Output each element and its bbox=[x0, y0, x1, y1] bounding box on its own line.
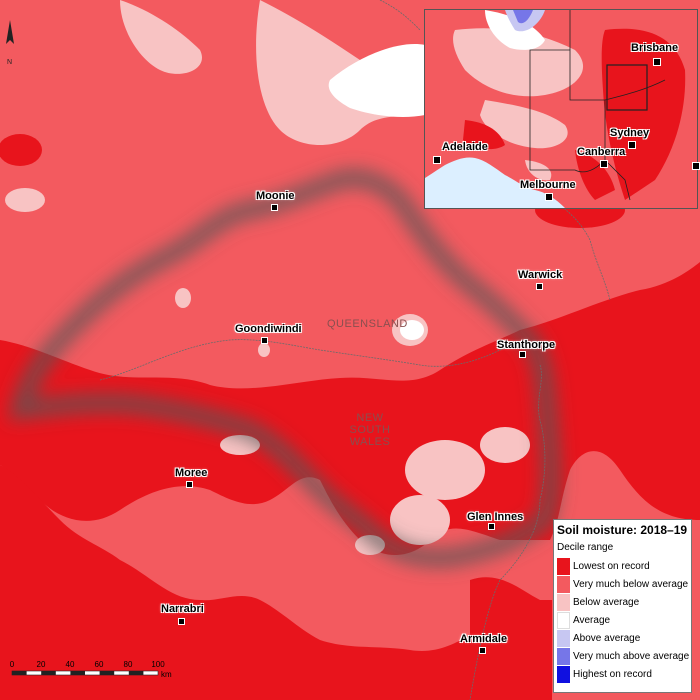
town-marker-moonie bbox=[271, 204, 278, 211]
scale-tick-100: 100 bbox=[151, 660, 165, 669]
legend-item-below: Below average bbox=[557, 594, 689, 611]
inset-marker-adelaide bbox=[433, 156, 441, 164]
northern-line bbox=[379, 0, 421, 31]
legend-item-highest: Highest on record bbox=[557, 666, 689, 683]
legend: Soil moisture: 2018–19 Decile range Lowe… bbox=[553, 519, 692, 693]
legend-title: Soil moisture: 2018–19 bbox=[557, 523, 688, 537]
legend-swatch-above bbox=[557, 630, 570, 647]
inset-city-adelaide: Adelaide bbox=[442, 141, 488, 153]
average-areas bbox=[328, 44, 425, 340]
inset-marker-sydney bbox=[628, 141, 636, 149]
scale-tick-20: 20 bbox=[36, 660, 46, 669]
scale-tick-0: 0 bbox=[9, 660, 15, 669]
scale-tick-60: 60 bbox=[94, 660, 104, 669]
town-glen-innes: Glen Innes bbox=[467, 511, 524, 523]
inset-city-canberra: Canberra bbox=[577, 146, 626, 158]
legend-item-average: Average bbox=[557, 612, 689, 629]
legend-swatch-highest bbox=[557, 666, 570, 683]
nsw-label-line2: SOUTH bbox=[349, 424, 391, 436]
scale-tick-40: 40 bbox=[65, 660, 75, 669]
town-marker-armidale bbox=[479, 647, 486, 654]
legend-subtitle: Decile range bbox=[557, 542, 614, 553]
inset-marker-brisbane bbox=[653, 58, 661, 66]
scale-unit: km bbox=[161, 670, 172, 679]
legend-label-average: Average bbox=[573, 615, 611, 626]
town-moonie: Moonie bbox=[256, 190, 295, 202]
town-stanthorpe: Stanthorpe bbox=[497, 339, 556, 351]
inset-land bbox=[425, 10, 697, 208]
town-marker-warwick bbox=[536, 283, 543, 290]
town-moree: Moree bbox=[175, 467, 208, 479]
legend-swatch-below bbox=[557, 594, 570, 611]
town-marker-goondiwindi bbox=[261, 337, 268, 344]
legend-label-above: Above average bbox=[573, 633, 641, 644]
legend-item-very-much-below: Very much below average bbox=[557, 576, 689, 593]
town-goondiwindi: Goondiwindi bbox=[235, 323, 302, 335]
town-marker-moree bbox=[186, 481, 193, 488]
inset-city-melbourne: Melbourne bbox=[520, 179, 576, 191]
legend-label-very-much-below: Very much below average bbox=[573, 579, 689, 590]
inset-city-sydney: Sydney bbox=[610, 127, 650, 139]
town-armidale: Armidale bbox=[460, 633, 508, 645]
town-marker-narrabri bbox=[178, 618, 185, 625]
north-arrow-icon: N bbox=[4, 20, 16, 66]
legend-swatch-lowest bbox=[557, 558, 570, 575]
inset-marker-melbourne bbox=[545, 193, 553, 201]
legend-item-very-much-above: Very much above average bbox=[557, 648, 689, 665]
state-border bbox=[99, 339, 531, 381]
legend-label-very-much-above: Very much above average bbox=[573, 651, 690, 662]
legend-swatch-very-much-below bbox=[557, 576, 570, 593]
legend-label-highest: Highest on record bbox=[573, 669, 652, 680]
legend-swatch-average bbox=[557, 612, 570, 629]
town-narrabri: Narrabri bbox=[161, 603, 204, 615]
legend-label-below: Below average bbox=[573, 597, 640, 608]
town-marker-stanthorpe bbox=[519, 351, 526, 358]
offmap-marker bbox=[692, 162, 700, 170]
legend-item-lowest: Lowest on record bbox=[557, 558, 689, 575]
town-warwick: Warwick bbox=[518, 269, 563, 281]
eastern-border bbox=[469, 364, 546, 700]
nsw-label-line1: NEW bbox=[356, 412, 384, 424]
legend-item-above: Above average bbox=[557, 630, 689, 647]
north-arrow-label: N bbox=[7, 59, 12, 66]
legend-swatch-very-much-above bbox=[557, 648, 570, 665]
queensland-label: QUEENSLAND bbox=[327, 318, 408, 330]
legend-label-lowest: Lowest on record bbox=[573, 561, 650, 572]
nsw-label-line3: WALES bbox=[349, 436, 391, 448]
town-marker-glen-innes bbox=[488, 523, 495, 530]
inset-map[interactable]: Brisbane Sydney Canberra Adelaide Melbou… bbox=[424, 9, 698, 209]
scale-bar: 0 20 40 60 80 100 km bbox=[8, 660, 178, 688]
inset-city-brisbane: Brisbane bbox=[631, 42, 679, 54]
scale-tick-80: 80 bbox=[123, 660, 133, 669]
region-shadow bbox=[8, 169, 561, 568]
inset-marker-canberra bbox=[600, 160, 608, 168]
nsw-label: NEW SOUTH WALES bbox=[348, 412, 392, 448]
